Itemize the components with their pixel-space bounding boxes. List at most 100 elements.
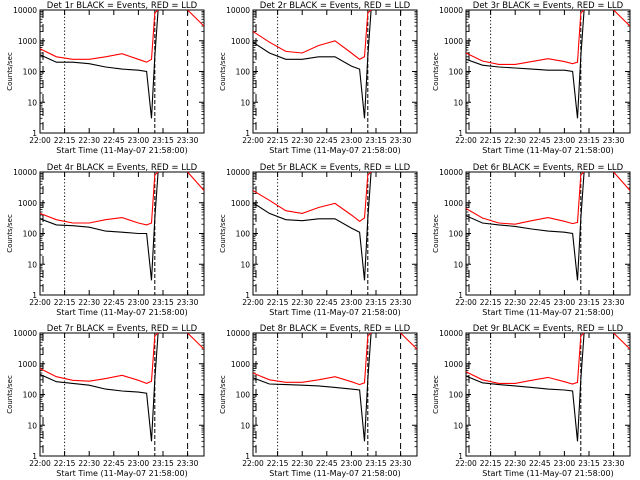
- x-tick-label: 23:00: [341, 298, 363, 307]
- x-tick-label: 23:00: [341, 459, 363, 468]
- x-tick-label: 22:15: [267, 298, 289, 307]
- series-line-lld: [466, 10, 630, 65]
- series-line-events: [466, 172, 585, 281]
- y-tick-label: 10: [27, 260, 37, 269]
- x-tick-label: 22:30: [504, 136, 526, 145]
- x-tick-label: 22:45: [103, 459, 125, 468]
- chart-panel-5: Det 5r BLACK = Events, RED = LLD 1 10 100 10…: [219, 163, 418, 317]
- y-tick-label: 10: [453, 260, 463, 269]
- y-axis-label: Counts/sec: [432, 214, 440, 253]
- series-line-events: [253, 172, 372, 281]
- x-tick-label: 23:00: [554, 136, 576, 145]
- chart-panel-2: Det 2r BLACK = Events, RED = LLD 1 10 100 10…: [219, 1, 418, 155]
- x-tick-label: 23:30: [177, 298, 199, 307]
- x-tick-label: 22:30: [78, 136, 100, 145]
- x-tick-label: 23:30: [603, 136, 625, 145]
- y-tick-label: 1000: [18, 199, 37, 208]
- y-tick-label: 100: [449, 391, 464, 400]
- x-tick-label: 23:15: [578, 136, 600, 145]
- y-tick-label: 1000: [231, 37, 250, 46]
- y-tick-label: 1000: [231, 199, 250, 208]
- x-tick-label: 22:00: [242, 459, 264, 468]
- x-tick-label: 23:00: [128, 136, 150, 145]
- x-tick-label: 22:00: [242, 298, 264, 307]
- y-axis-label: Counts/sec: [219, 375, 227, 414]
- y-tick-label: 10: [27, 98, 37, 107]
- x-tick-label: 22:15: [267, 136, 289, 145]
- y-axis-label: Counts/sec: [6, 214, 14, 253]
- y-tick-label: 1000: [18, 37, 37, 46]
- series-line-events: [40, 172, 159, 281]
- x-tick-label: 22:00: [29, 136, 51, 145]
- chart-panel-1: Det 1r BLACK = Events, RED = LLD 1 10 100 10…: [6, 1, 205, 155]
- chart-panel-8: Det 8r BLACK = Events, RED = LLD 1 10 100 10…: [219, 324, 418, 478]
- y-tick-label: 10000: [439, 6, 463, 15]
- x-tick-label: 22:30: [291, 298, 313, 307]
- series-line-lld: [40, 10, 204, 63]
- x-tick-label: 23:15: [578, 459, 600, 468]
- x-tick-label: 22:00: [29, 459, 51, 468]
- x-tick-label: 23:30: [603, 298, 625, 307]
- y-tick-label: 100: [236, 391, 251, 400]
- chart-panel-7: Det 7r BLACK = Events, RED = LLD 1 10 100 10…: [6, 324, 205, 478]
- y-tick-label: 10000: [13, 329, 37, 338]
- y-axis-label: Counts/sec: [219, 52, 227, 91]
- x-tick-label: 22:15: [480, 459, 502, 468]
- x-tick-label: 22:00: [455, 459, 477, 468]
- x-tick-label: 22:30: [291, 459, 313, 468]
- series-line-events: [40, 333, 159, 442]
- series-line-lld: [466, 172, 630, 225]
- x-axis-label: Start Time (11-May-07 21:58:00): [269, 469, 400, 478]
- chart-panel-3: Det 3r BLACK = Events, RED = LLD 1 10 100 10…: [432, 1, 631, 155]
- y-tick-label: 1: [458, 452, 463, 461]
- x-axis-label: Start Time (11-May-07 21:58:00): [56, 308, 187, 317]
- y-tick-label: 1000: [18, 360, 37, 369]
- x-tick-label: 22:15: [54, 459, 76, 468]
- x-tick-label: 23:30: [390, 136, 412, 145]
- x-tick-label: 22:00: [455, 298, 477, 307]
- x-tick-label: 22:45: [103, 298, 125, 307]
- x-tick-label: 22:30: [78, 298, 100, 307]
- x-tick-label: 22:45: [529, 298, 551, 307]
- x-tick-label: 23:30: [390, 298, 412, 307]
- series-line-lld: [40, 172, 204, 226]
- series-line-lld: [466, 333, 630, 385]
- x-axis-label: Start Time (11-May-07 21:58:00): [56, 146, 187, 155]
- x-axis-label: Start Time (11-May-07 21:58:00): [269, 146, 400, 155]
- series-line-lld: [253, 172, 372, 222]
- y-axis-label: Counts/sec: [6, 52, 14, 91]
- x-tick-label: 22:15: [267, 459, 289, 468]
- y-tick-label: 10: [240, 260, 250, 269]
- y-tick-label: 100: [236, 230, 251, 239]
- y-tick-label: 10000: [226, 329, 250, 338]
- x-tick-label: 23:30: [177, 136, 199, 145]
- x-axis-label: Start Time (11-May-07 21:58:00): [482, 308, 613, 317]
- series-line-events: [466, 333, 585, 442]
- y-tick-label: 1: [458, 291, 463, 300]
- x-tick-label: 22:45: [316, 298, 338, 307]
- y-tick-label: 10000: [226, 168, 250, 177]
- x-tick-label: 22:45: [529, 136, 551, 145]
- x-tick-label: 22:30: [504, 459, 526, 468]
- y-tick-label: 1000: [444, 37, 463, 46]
- y-tick-label: 10000: [439, 329, 463, 338]
- y-tick-label: 10: [453, 98, 463, 107]
- y-tick-label: 10000: [226, 6, 250, 15]
- x-tick-label: 23:00: [554, 298, 576, 307]
- chart-title: Det 8r BLACK = Events, RED = LLD: [260, 324, 411, 334]
- x-tick-label: 22:45: [529, 459, 551, 468]
- chart-title: Det 3r BLACK = Events, RED = LLD: [473, 1, 624, 11]
- y-tick-label: 1: [245, 129, 250, 138]
- x-tick-label: 22:00: [455, 136, 477, 145]
- x-tick-label: 22:15: [480, 136, 502, 145]
- chart-title: Det 6r BLACK = Events, RED = LLD: [473, 163, 624, 173]
- y-axis-label: Counts/sec: [219, 214, 227, 253]
- y-tick-label: 1: [32, 129, 37, 138]
- chart-title: Det 5r BLACK = Events, RED = LLD: [260, 163, 411, 173]
- x-tick-label: 23:15: [365, 459, 387, 468]
- series-line-events: [40, 10, 159, 119]
- chart-panel-4: Det 4r BLACK = Events, RED = LLD 1 10 100 10…: [6, 163, 205, 317]
- y-tick-label: 10: [240, 98, 250, 107]
- chart-title: Det 2r BLACK = Events, RED = LLD: [260, 1, 411, 11]
